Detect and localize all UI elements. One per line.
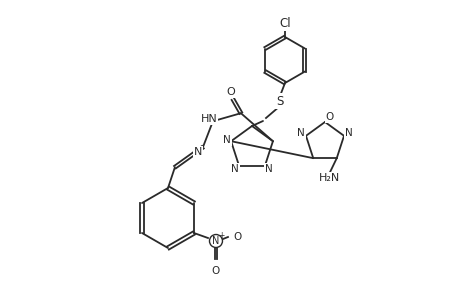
Text: S: S	[276, 94, 283, 107]
Text: O: O	[233, 232, 241, 242]
Text: N: N	[264, 164, 272, 174]
Text: O: O	[226, 87, 235, 97]
Text: N: N	[297, 128, 304, 138]
Text: O: O	[212, 266, 219, 276]
Text: N: N	[212, 236, 219, 246]
Text: N: N	[344, 128, 352, 138]
Text: O: O	[325, 112, 333, 122]
Text: N: N	[231, 164, 238, 174]
Text: N: N	[223, 135, 230, 145]
Text: +: +	[217, 232, 224, 241]
Text: Cl: Cl	[279, 16, 290, 29]
Text: HN: HN	[200, 114, 217, 124]
Text: N: N	[193, 147, 202, 157]
Text: H₂N: H₂N	[319, 173, 340, 183]
